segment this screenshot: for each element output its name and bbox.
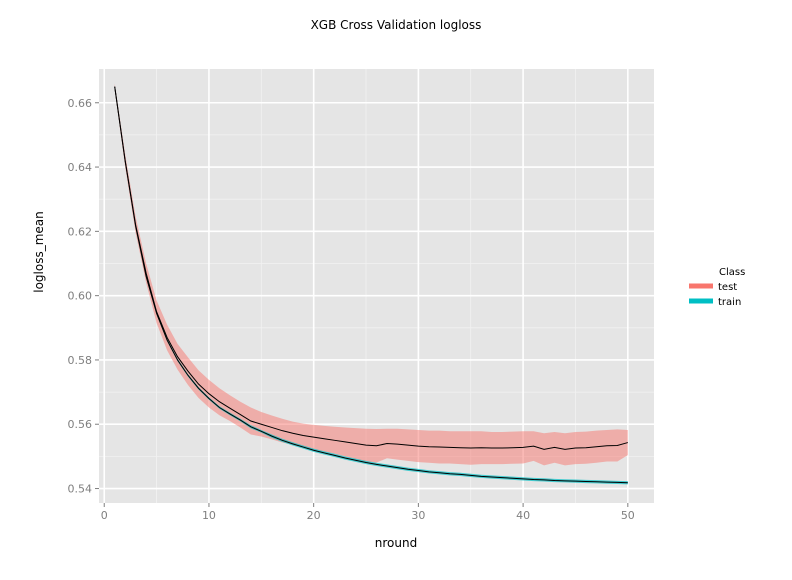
legend-label-test: test [718, 282, 737, 293]
x-tick-label: 10 [202, 509, 216, 522]
legend-label-train: train [718, 297, 741, 308]
grid-major [99, 69, 654, 503]
x-tick-label: 40 [516, 509, 530, 522]
y-tick-label: 0.56 [68, 418, 93, 431]
y-tick-label: 0.60 [68, 290, 93, 303]
y-axis: 0.54 0.56 0.58 0.60 0.62 0.64 0.66 [68, 97, 99, 496]
x-tick-label: 20 [307, 509, 321, 522]
y-tick-label: 0.62 [68, 225, 93, 238]
y-tick-label: 0.66 [68, 97, 93, 110]
x-tick-label: 50 [621, 509, 635, 522]
chart-title: XGB Cross Validation logloss [311, 18, 482, 32]
x-tick-label: 0 [101, 509, 108, 522]
y-axis-label: logloss_mean [32, 211, 46, 293]
legend: Class test train [689, 267, 745, 308]
grid-minor [99, 69, 654, 503]
y-tick-label: 0.64 [68, 161, 93, 174]
y-tick-label: 0.54 [68, 483, 93, 496]
y-tick-label: 0.58 [68, 354, 93, 367]
legend-title: Class [719, 267, 745, 278]
mean-line-train [114, 86, 628, 484]
mean-lines [114, 86, 628, 484]
mean-line-test [114, 86, 628, 450]
x-axis: 0 10 20 30 40 50 [101, 503, 635, 522]
x-axis-label: nround [375, 536, 417, 550]
x-tick-label: 30 [411, 509, 425, 522]
